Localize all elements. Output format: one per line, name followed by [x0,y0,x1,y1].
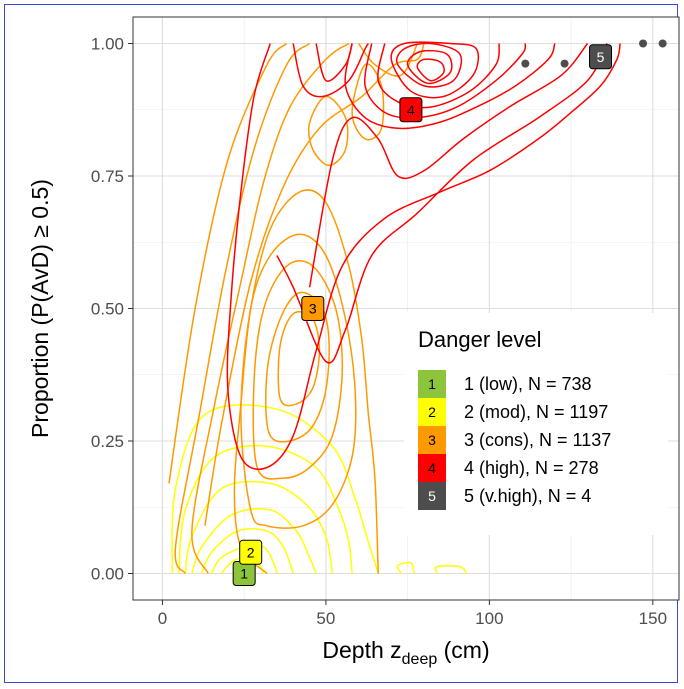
contour-lines [168,41,621,575]
contour-line-level-4 [390,41,480,99]
x-axis-title-prefix: Depth z [322,637,401,663]
mode-label-4: 4 [399,97,423,123]
contour-line-level-3 [191,42,350,574]
legend-key [418,482,446,510]
legend-item: 2 2 (mod), N = 1197 [418,398,608,426]
contour-line-level-3 [174,42,311,574]
mode-label-1: 1 [232,561,256,586]
y-tick-label: 0.75 [91,167,124,186]
legend-key-number: 2 [428,404,436,420]
legend-key [418,454,446,482]
contour-line-level-4 [276,43,608,364]
contour-line-level-2 [201,528,294,574]
legend-item: 3 3 (cons), N = 1137 [418,426,611,454]
x-axis-title-suffix: (cm) [437,637,489,663]
y-tick-label: 0.25 [91,432,124,451]
mode-label-text: 5 [597,49,605,65]
contour-line-level-3 [351,63,385,141]
legend-key [418,398,446,426]
data-point [560,59,569,68]
legend-key-number: 4 [428,460,436,476]
legend-key-number: 1 [428,376,436,392]
mode-label-3: 3 [301,296,325,321]
mode-label-box [301,296,325,321]
contour-line-level-4 [363,43,527,119]
mode-label-box [239,539,263,565]
contour-line-level-2 [171,404,379,574]
y-tick-label: 0.00 [91,565,124,584]
x-tick-label: 0 [158,609,167,628]
y-axis-title: Proportion (P(AvD) ≥ 0.5) [27,179,53,438]
x-axis-title-subscript: deep [402,651,438,668]
data-point [521,59,530,68]
contour-line-level-4 [406,49,453,85]
contour-line-level-4 [395,42,463,88]
contour-line-level-4 [308,43,589,288]
contour-line-level-4 [292,43,370,98]
legend-label: 3 (cons), N = 1137 [464,430,611,450]
x-axis: 0 50 100 150 [158,600,667,628]
y-tick-label: 0.50 [91,300,124,319]
contour-line-level-3 [168,42,288,484]
legend-label: 2 (mod), N = 1197 [464,402,608,422]
legend: Danger level 1 1 (low), N = 738 2 2 (mod), … [404,313,668,535]
contour-line-level-3 [277,311,321,407]
data-points [521,39,667,68]
x-tick-label: 150 [639,609,667,628]
legend-key [418,370,446,398]
mode-labels: 1 2 3 4 5 [232,44,613,586]
mode-label-text: 1 [240,566,248,582]
mode-label-box [399,97,423,123]
mode-label-5: 5 [589,44,613,70]
contour-line-level-3 [233,189,379,575]
mode-label-box [589,44,613,70]
legend-item: 4 4 (high), N = 278 [418,454,599,482]
x-tick-label: 100 [475,609,503,628]
contour-line-level-2 [191,508,317,574]
x-tick-label: 50 [316,609,335,628]
y-axis: 0.00 0.25 0.50 0.75 1.00 [91,35,133,584]
mode-label-text: 2 [247,544,255,560]
contour-line-level-2 [178,444,353,574]
contour-line-level-2 [396,561,415,574]
legend-item: 5 5 (v.high), N = 4 [418,482,591,510]
contour-line-level-3 [240,233,357,529]
mode-label-2: 2 [239,539,263,565]
legend-key [418,426,446,454]
y-tick-label: 1.00 [91,35,124,54]
legend-label: 5 (v.high), N = 4 [464,486,591,506]
x-axis-title: Depth zdeep (cm) [322,637,489,668]
data-point [639,39,648,48]
legend-label: 1 (low), N = 738 [464,374,592,394]
contour-line-level-4 [344,43,556,130]
legend-entries: 1 1 (low), N = 738 2 2 (mod), N = 1197 3 3 (c… [418,370,611,510]
legend-key-number: 3 [428,432,436,448]
contour-line-level-4 [416,58,445,82]
mode-label-text: 3 [309,301,317,317]
contour-line-level-3 [357,43,419,77]
legend-key-number: 5 [428,488,436,504]
contour-line-level-4 [377,43,500,109]
legend-label: 4 (high), N = 278 [464,458,599,478]
data-point [658,39,667,48]
legend-item: 1 1 (low), N = 738 [418,370,592,398]
mode-label-text: 4 [407,102,415,118]
contour-line-level-3 [252,260,344,480]
legend-background [404,313,668,535]
legend-title: Danger level [418,327,542,352]
contour-line-level-2 [434,565,468,575]
contour-line-level-3 [204,43,425,526]
